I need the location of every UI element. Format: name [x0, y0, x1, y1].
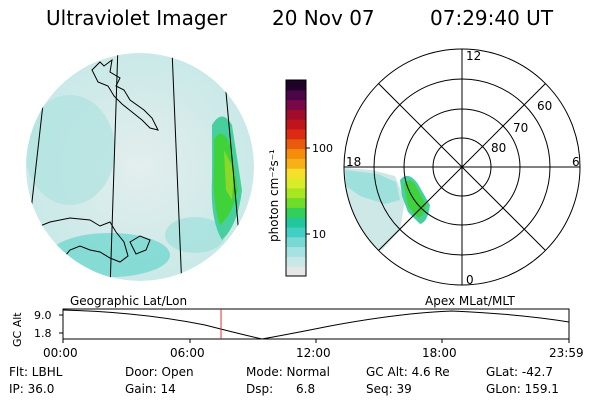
info-ip: IP: 36.0 [9, 382, 55, 396]
colorbar-tick-100: 100 [312, 142, 333, 155]
app-title: Ultraviolet Imager [46, 6, 228, 30]
colorbar-swatch [286, 119, 306, 130]
colorbar-swatch [286, 80, 306, 91]
colorbar-swatch [286, 266, 306, 277]
x-tick-0600: 06:00 [170, 346, 205, 360]
time-label: 07:29:40 UT [430, 6, 554, 30]
info-mode: Mode: Normal [246, 365, 330, 379]
colorbar-swatch [286, 187, 306, 199]
colorbar-swatch [286, 99, 306, 110]
info-flt: Flt: LBHL [9, 365, 63, 379]
colorbar-swatch [286, 207, 306, 218]
colorbar-swatch [286, 168, 306, 179]
polar-mlt-18: 18 [346, 155, 361, 169]
colorbar-swatch [286, 148, 306, 159]
polar-lat-70: 70 [513, 121, 528, 135]
colorbar-swatch [286, 158, 306, 169]
colorbar-unit-label: photon cm⁻²s⁻¹ [267, 149, 281, 242]
polar-mlt-6: 6 [572, 155, 580, 169]
info-gc-alt: GC Alt: 4.6 Re [366, 365, 450, 379]
info-dsp: Dsp: 6.8 [246, 382, 316, 396]
info-glon: GLon: 159.1 [486, 382, 559, 396]
colorbar-swatch [286, 129, 306, 140]
colorbar-swatch [286, 138, 306, 150]
colorbar-swatch [286, 109, 306, 120]
y-tick-9: 9.0 [34, 309, 52, 322]
info-glat: GLat: -42.7 [486, 365, 553, 379]
y-axis-label: GC Alt [11, 312, 24, 347]
colorbar-swatch [286, 197, 306, 208]
colorbar-tick-10: 10 [312, 228, 326, 241]
colorbar-swatch [286, 227, 306, 238]
colorbar-swatch [286, 236, 306, 248]
polar-mlt-0: 0 [466, 273, 474, 287]
date-label: 20 Nov 07 [272, 6, 375, 30]
timeline-left-title: Geographic Lat/Lon [70, 294, 188, 308]
polar-lat-60: 60 [537, 99, 552, 113]
colorbar-swatch [286, 178, 306, 189]
colorbar-swatch [286, 89, 306, 101]
x-tick-2359: 23:59 [549, 346, 584, 360]
y-tick-1-8: 1.8 [34, 327, 52, 340]
x-tick-1800: 18:00 [422, 346, 457, 360]
polar-lat-80: 80 [491, 141, 506, 155]
info-seq: Seq: 39 [366, 382, 412, 396]
timeline-right-title: Apex MLat/MLT [425, 294, 515, 308]
x-tick-0000: 00:00 [43, 346, 78, 360]
info-gain: Gain: 14 [125, 382, 176, 396]
x-tick-1200: 12:00 [296, 346, 331, 360]
colorbar-swatch [286, 246, 306, 257]
colorbar-swatch [286, 256, 306, 267]
polar-mlt-12: 12 [466, 49, 481, 63]
info-door: Door: Open [125, 365, 194, 379]
colorbar-swatch [286, 217, 306, 228]
